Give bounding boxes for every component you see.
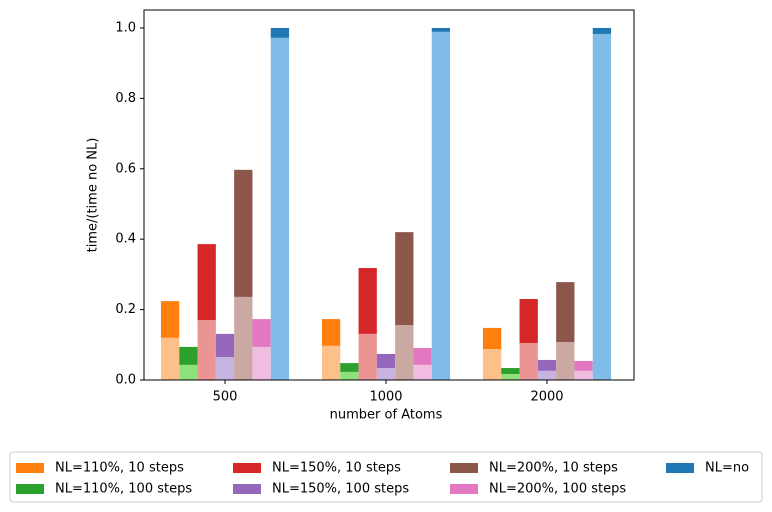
plot-frame: [143, 9, 635, 381]
bar-lower: [592, 33, 612, 380]
legend-label: NL=150%, 10 steps: [272, 461, 401, 476]
legend-label: NL=no: [705, 461, 749, 476]
legend-label: NL=110%, 10 steps: [55, 461, 184, 476]
bar-lower: [376, 368, 396, 380]
bar-upper: [537, 359, 557, 371]
bar-upper: [519, 299, 538, 344]
bar-upper: [358, 268, 377, 334]
bar-lower: [358, 333, 377, 380]
legend-swatch: [450, 463, 478, 473]
bar-upper: [215, 333, 235, 358]
bar-lower: [215, 357, 235, 380]
bar-lower: [431, 31, 451, 380]
x-tick-label: 500: [213, 390, 238, 405]
bar-upper: [431, 27, 451, 32]
bar-lower: [501, 374, 520, 380]
legend-label: NL=150%, 100 steps: [272, 482, 409, 497]
legend-swatch: [16, 484, 44, 494]
bar-lower: [574, 370, 593, 380]
bar-upper: [234, 169, 253, 297]
bar-lower: [234, 296, 253, 380]
bar-upper: [482, 327, 502, 350]
bar-lower: [519, 343, 538, 380]
bar-lower: [537, 370, 557, 380]
y-tick-label: 0.8: [115, 91, 136, 106]
y-tick-label: 0.6: [115, 161, 136, 176]
bar-lower: [556, 341, 575, 380]
bar-upper: [376, 353, 396, 369]
x-tick-label: 1000: [369, 390, 402, 405]
bar-upper: [574, 360, 593, 371]
x-tick-label: 2000: [530, 390, 563, 405]
y-axis-label: time/(time no NL): [86, 138, 101, 253]
bar-upper: [179, 346, 198, 365]
bar-upper: [413, 347, 432, 365]
legend-swatch: [666, 463, 694, 473]
legend-swatch: [16, 463, 44, 473]
bar-upper: [321, 319, 341, 346]
bar-upper: [592, 27, 612, 34]
bar-upper: [252, 319, 271, 347]
bar-lower: [160, 337, 180, 380]
y-tick-label: 0.0: [115, 373, 136, 388]
bar-upper: [556, 282, 575, 342]
bar-upper: [501, 368, 520, 375]
bar-upper: [197, 244, 216, 321]
legend-label: NL=200%, 100 steps: [489, 482, 626, 497]
bar-lower: [482, 349, 502, 380]
bar-lower: [252, 346, 271, 380]
bar-lower: [197, 320, 216, 380]
bar-lower: [179, 364, 198, 380]
x-axis-label: number of Atoms: [330, 408, 443, 423]
bar-lower: [413, 364, 432, 380]
legend-swatch: [450, 484, 478, 494]
bar-upper: [395, 232, 414, 326]
legend-label: NL=200%, 10 steps: [489, 461, 618, 476]
bar-lower: [270, 37, 290, 380]
y-tick-label: 0.2: [115, 302, 136, 317]
legend-label: NL=110%, 100 steps: [55, 482, 192, 497]
bar-upper: [340, 363, 359, 372]
legend-swatch: [233, 484, 261, 494]
bar-lower: [321, 345, 341, 380]
y-tick-label: 0.4: [115, 232, 136, 247]
bar-lower: [395, 325, 414, 380]
legend-box: [9, 451, 763, 503]
legend-swatch: [233, 463, 261, 473]
bar-upper: [270, 27, 290, 38]
bar-lower: [340, 371, 359, 380]
y-tick-label: 1.0: [115, 20, 136, 35]
bar-upper: [160, 301, 180, 338]
